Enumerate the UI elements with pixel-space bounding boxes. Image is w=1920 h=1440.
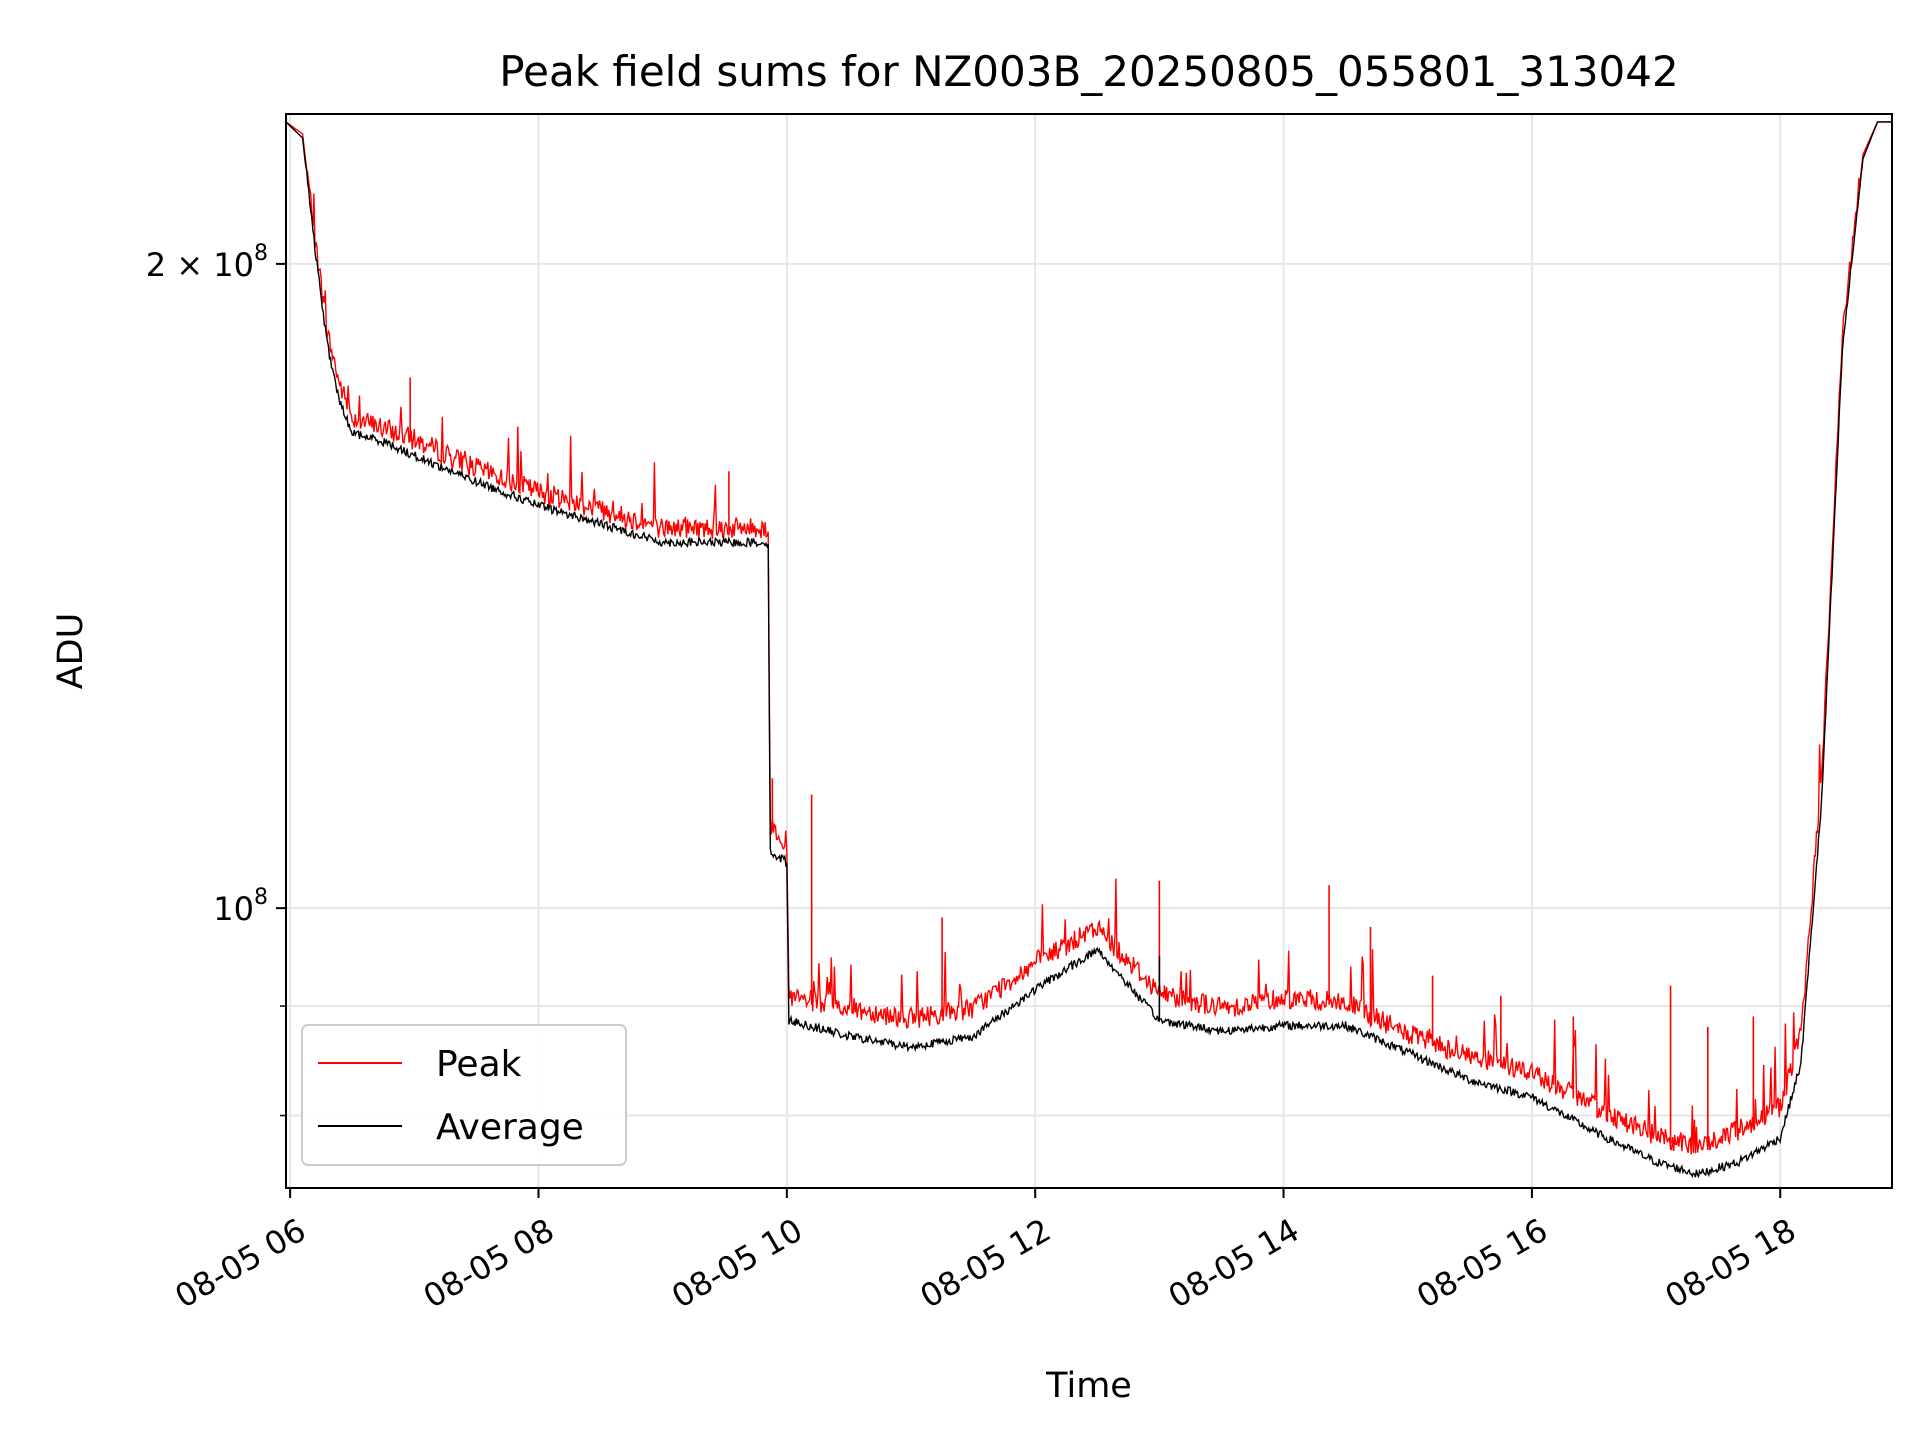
y-axis-ticks: 2 × 108 108 — [146, 241, 286, 1117]
legend-label-peak: Peak — [436, 1044, 522, 1085]
grid-lines — [286, 114, 1892, 1188]
legend-label-average: Average — [436, 1107, 584, 1148]
plot-frame — [285, 113, 1893, 1189]
series-line-peak — [286, 121, 1892, 1155]
y-tick-label: 108 — [213, 885, 268, 928]
series-layer — [286, 121, 1892, 1179]
legend: Peak Average — [301, 1024, 627, 1166]
y-axis-label: ADU — [51, 613, 91, 690]
chart-title: Peak field sums for NZ003B_20250805_0558… — [499, 47, 1678, 96]
y-tick-label: 2 × 108 — [146, 241, 268, 284]
plot-area — [286, 114, 1892, 1188]
series-line-average — [286, 121, 1892, 1179]
legend-box — [301, 1024, 627, 1166]
x-axis-label: Time — [1045, 1366, 1132, 1406]
